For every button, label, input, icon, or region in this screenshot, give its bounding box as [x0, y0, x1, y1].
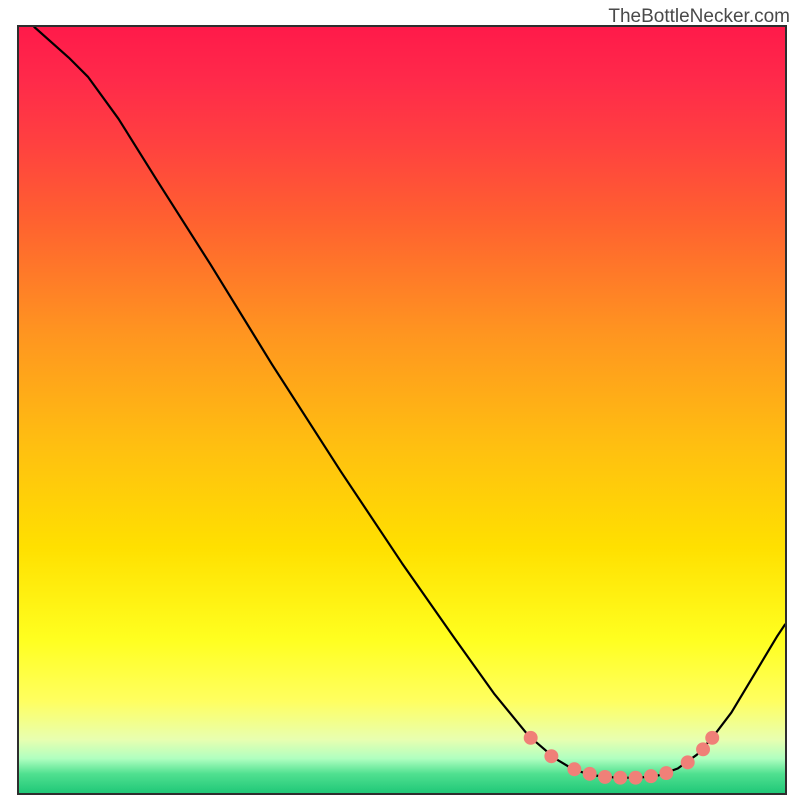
bottleneck-chart	[17, 25, 787, 795]
chart-dot	[598, 770, 612, 784]
chart-dot	[681, 755, 695, 769]
chart-dot	[644, 769, 658, 783]
chart-dot	[696, 742, 710, 756]
chart-dot	[659, 766, 673, 780]
watermark-text: TheBottleNecker.com	[608, 6, 790, 28]
chart-dots	[19, 27, 785, 793]
chart-dot	[613, 771, 627, 785]
chart-dot	[524, 731, 538, 745]
chart-dot	[567, 762, 581, 776]
chart-dot	[705, 731, 719, 745]
chart-dot	[583, 767, 597, 781]
chart-dot	[629, 771, 643, 785]
chart-dot	[544, 749, 558, 763]
